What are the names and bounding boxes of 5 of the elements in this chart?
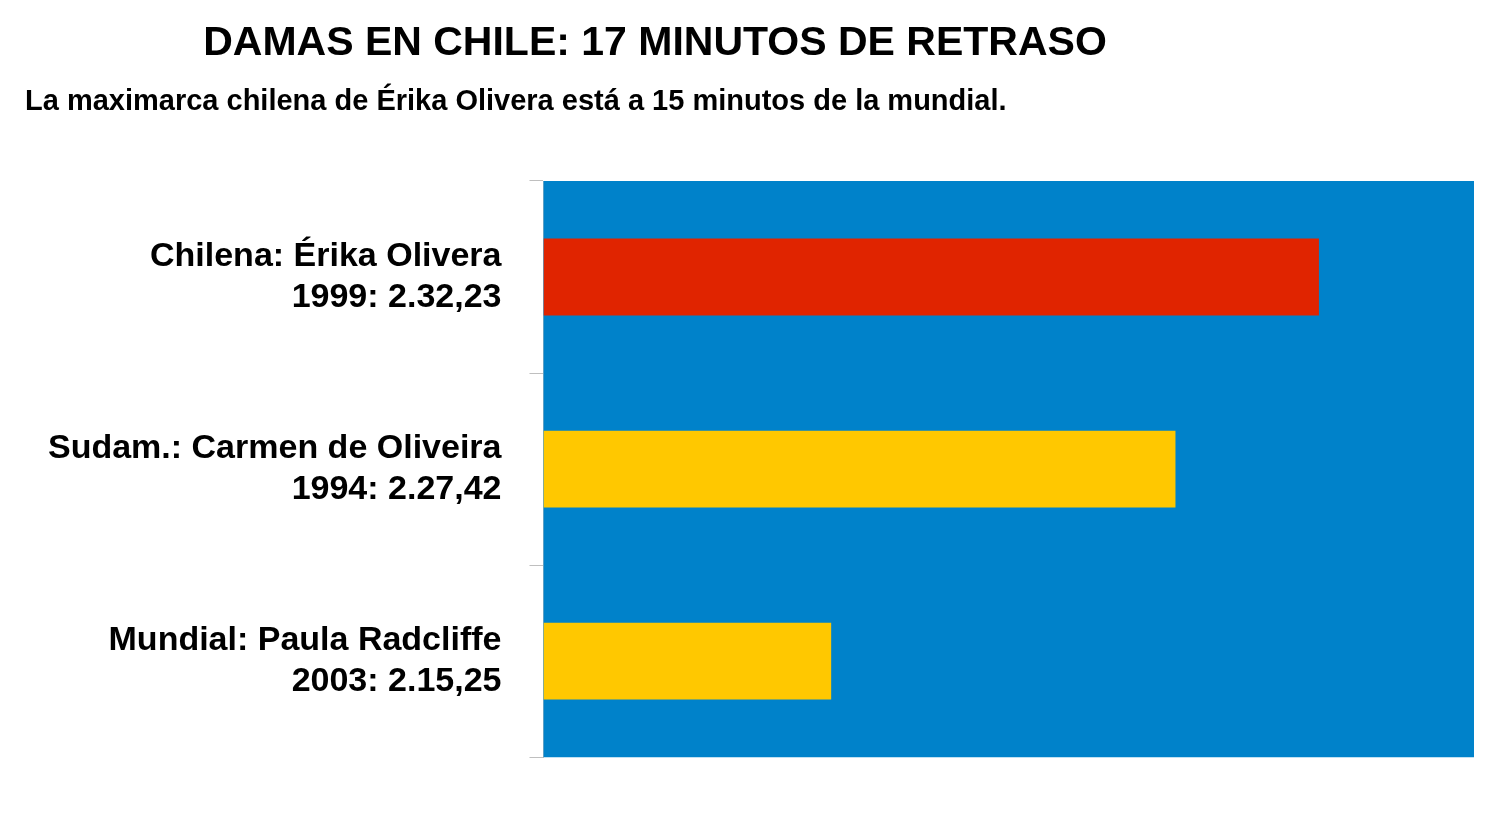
y-tick-label: Sudam.: Carmen de Oliveira 1994: 2.27,42 — [47, 427, 503, 506]
y-tick-label: Chilena: Érika Olivera 1999: 2.32,23 — [149, 235, 503, 314]
chart-title: DAMAS EN CHILE: 17 MINUTOS DE RETRASO — [202, 18, 1108, 65]
y-tick-label: Mundial: Paula Radcliffe 2003: 2.15,25 — [108, 619, 502, 698]
chart-subtitle: La maximarca chilena de Érika Olivera está a 15 minutos de la mundial. — [25, 84, 1007, 117]
